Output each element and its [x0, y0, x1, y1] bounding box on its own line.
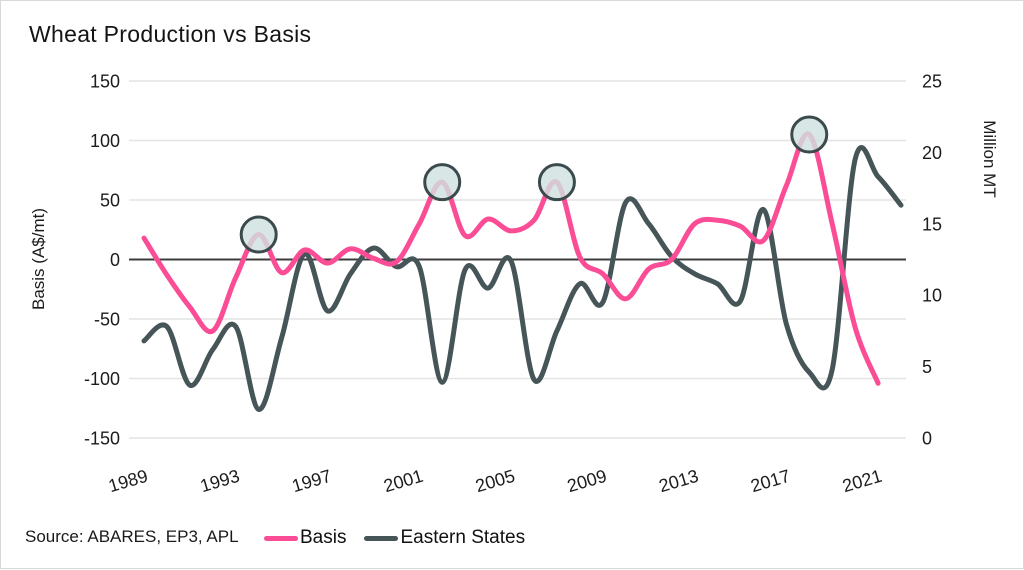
legend-label-eastern-states: Eastern States [400, 527, 526, 548]
right-axis-title: Million MT [980, 120, 999, 198]
basis-line-swatch [264, 535, 298, 541]
peak-highlight-circle [423, 163, 462, 202]
x-axis-tick-label: 2009 [565, 466, 609, 497]
left-axis-tick-label: 150 [90, 72, 120, 92]
chart-title: Wheat Production vs Basis [29, 21, 312, 47]
right-axis-tick-label: 25 [922, 72, 942, 92]
legend: Basis Eastern States [264, 523, 543, 553]
left-axis-title: Basis (A$/mt) [29, 207, 48, 311]
right-axis-tick-label: 5 [922, 357, 932, 377]
x-axis-tick-label: 1993 [198, 466, 242, 497]
peak-highlight-circle [537, 163, 576, 202]
peak-highlight-circle [790, 115, 829, 154]
peak-highlight-circle [239, 215, 278, 254]
chart-footer: Source: ABARES, EP3, APL Basis Eastern S… [1, 523, 1024, 553]
x-axis-tick-label: 2005 [473, 466, 517, 497]
x-axis-tick-label: 1989 [106, 466, 150, 497]
legend-label-basis: Basis [300, 527, 347, 548]
left-axis-tick-label: -150 [84, 429, 120, 449]
legend-item-basis: Basis [264, 527, 346, 549]
left-axis-tick-label: 0 [110, 250, 120, 270]
left-axis-tick-label: 100 [90, 131, 120, 151]
eastern-states-line-swatch [364, 535, 399, 541]
x-axis-tick-label: 2013 [657, 466, 701, 497]
right-axis-tick-label: 20 [922, 143, 942, 163]
left-axis-tick-label: 50 [100, 191, 120, 211]
right-axis-tick-label: 10 [922, 286, 942, 306]
right-axis-tick-label: 15 [922, 214, 942, 234]
source-note: Source: ABARES, EP3, APL [25, 527, 239, 546]
x-axis-tick-label: 2001 [381, 466, 425, 497]
right-axis-tick-label: 0 [922, 429, 932, 449]
eastern-states-line [141, 145, 904, 412]
left-axis-tick-label: -50 [94, 310, 120, 330]
left-axis-tick-label: -100 [84, 369, 120, 389]
legend-item-eastern-states: Eastern States [364, 527, 525, 549]
x-axis-tick-label: 2017 [748, 466, 792, 497]
x-axis-tick-label: 2021 [840, 466, 884, 497]
x-axis-tick-label: 1997 [290, 466, 334, 497]
